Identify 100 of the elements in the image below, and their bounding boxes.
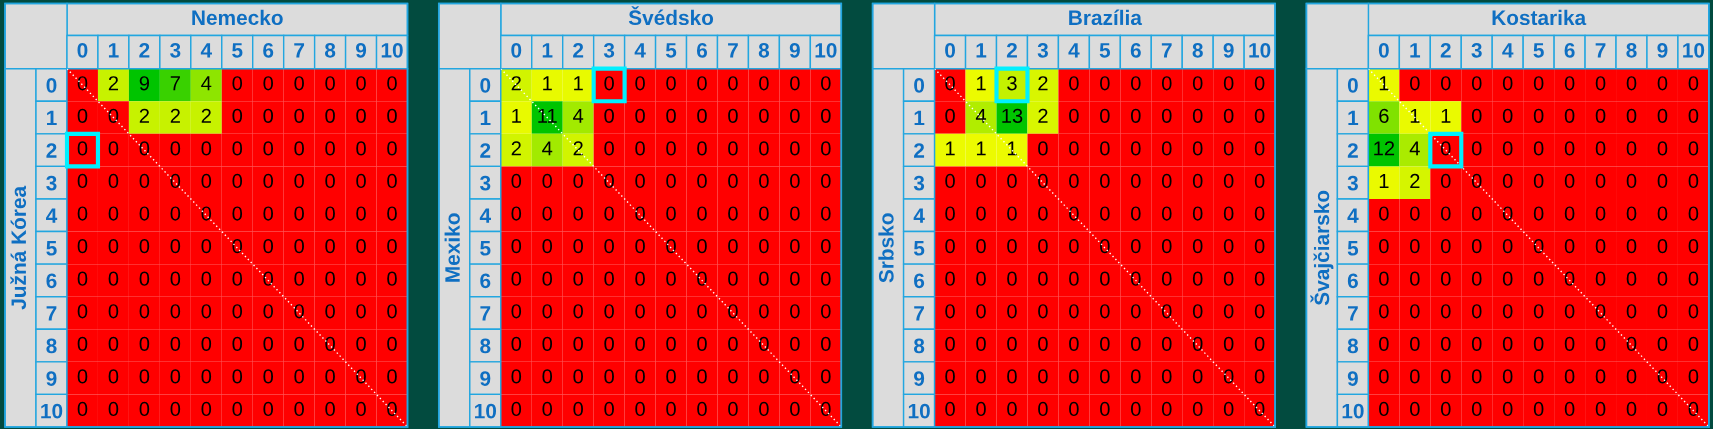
- data-label: 0: [1069, 369, 1079, 384]
- data-label: 0: [1626, 271, 1637, 286]
- x-tick-label: 0: [511, 42, 522, 58]
- data-label: 0: [1595, 336, 1606, 351]
- y-tick-label: 8: [46, 338, 57, 354]
- data-label: 0: [945, 206, 955, 221]
- data-label: 0: [1626, 239, 1637, 254]
- data-label: 0: [1100, 76, 1110, 91]
- x-tick-label: 1: [542, 43, 553, 58]
- data-label: 0: [511, 206, 522, 221]
- data-label: 0: [1440, 401, 1451, 417]
- data-label: 0: [604, 271, 614, 286]
- data-label: 0: [945, 76, 955, 91]
- data-label: 0: [108, 304, 119, 319]
- y-tick-label: 9: [914, 371, 925, 386]
- data-label: 0: [542, 271, 553, 286]
- data-label: 0: [697, 401, 707, 417]
- data-label: 0: [728, 206, 738, 221]
- data-label: 2: [201, 108, 211, 123]
- data-label: 0: [356, 206, 366, 221]
- data-label: 0: [1130, 271, 1141, 286]
- data-label: 0: [1471, 108, 1482, 123]
- data-label: 0: [1410, 401, 1420, 417]
- data-label: 0: [1440, 239, 1451, 254]
- data-label: 0: [232, 141, 243, 156]
- data-label: 0: [1564, 304, 1575, 319]
- x-tick-label: 9: [789, 42, 800, 58]
- data-label: 0: [666, 206, 676, 221]
- data-label: 0: [821, 239, 831, 254]
- data-label: 1: [1379, 76, 1389, 91]
- y-tick-label: 6: [914, 273, 925, 289]
- data-label: 0: [976, 271, 986, 286]
- data-label: 0: [170, 271, 181, 286]
- data-label: 0: [325, 173, 335, 189]
- x-tick-label: 3: [603, 42, 615, 58]
- data-label: 0: [697, 141, 707, 156]
- data-label: 0: [1564, 206, 1575, 221]
- data-label: 0: [1502, 108, 1513, 123]
- y-tick-label: 6: [46, 273, 57, 289]
- data-label: 0: [1502, 401, 1513, 417]
- data-label: 0: [1007, 369, 1017, 384]
- data-label: 0: [821, 173, 831, 189]
- data-label: 0: [1688, 401, 1699, 417]
- data-label: 0: [821, 401, 831, 417]
- data-label: 0: [263, 239, 274, 254]
- data-label: 0: [1657, 369, 1668, 384]
- data-label: 1: [976, 76, 986, 91]
- data-label: 0: [356, 239, 366, 254]
- x-tick-label: 2: [139, 42, 150, 58]
- data-label: 2: [1038, 108, 1048, 123]
- data-label: 0: [1130, 401, 1141, 417]
- data-label: 0: [201, 401, 212, 417]
- data-label: 1: [512, 108, 521, 123]
- data-label: 0: [77, 271, 88, 286]
- x-tick-label: 10: [815, 42, 837, 58]
- data-label: 0: [1130, 141, 1141, 156]
- x-tick-label: 8: [324, 42, 336, 58]
- data-label: 0: [790, 369, 800, 384]
- data-label: 0: [1626, 206, 1637, 221]
- data-label: 11: [538, 108, 557, 123]
- data-label: 0: [1192, 304, 1203, 319]
- data-label: 0: [201, 206, 212, 221]
- data-label: 0: [325, 108, 335, 123]
- data-label: 0: [1502, 271, 1513, 286]
- data-label: 0: [666, 336, 676, 351]
- data-label: 0: [1100, 173, 1110, 189]
- data-label: 0: [263, 206, 274, 221]
- data-label: 0: [1254, 401, 1265, 417]
- data-label: 0: [1502, 206, 1513, 221]
- data-label: 0: [1161, 304, 1172, 319]
- data-label: 0: [1069, 108, 1079, 123]
- data-label: 0: [263, 271, 274, 286]
- x-tick-label: 3: [1471, 42, 1482, 58]
- data-label: 0: [1688, 239, 1699, 254]
- y-tick-label: 5: [480, 241, 491, 256]
- x-tick-label: 5: [665, 43, 677, 58]
- data-label: 0: [1192, 141, 1203, 156]
- data-label: 0: [294, 239, 304, 254]
- data-label: 0: [976, 401, 986, 417]
- data-label: 0: [325, 304, 335, 319]
- data-label: 0: [945, 108, 955, 123]
- data-label: 0: [666, 108, 676, 123]
- data-label: 0: [263, 401, 274, 417]
- data-label: 0: [170, 141, 181, 156]
- data-label: 0: [387, 401, 397, 417]
- y-tick-label: 6: [480, 273, 491, 289]
- y-tick-label: 7: [1348, 306, 1358, 321]
- data-label: 0: [976, 173, 986, 189]
- y-axis-title: Srbsko: [878, 213, 894, 283]
- data-label: 0: [232, 108, 243, 123]
- data-label: 0: [1688, 369, 1699, 384]
- data-label: 0: [573, 369, 583, 384]
- x-tick-label: 7: [1161, 43, 1172, 58]
- data-label: 0: [1564, 76, 1575, 91]
- data-label: 0: [1379, 369, 1389, 384]
- y-tick-label: 3: [913, 175, 925, 191]
- data-label: 0: [139, 369, 150, 384]
- data-label: 0: [1192, 401, 1203, 417]
- data-label: 0: [1595, 271, 1606, 286]
- data-label: 0: [294, 108, 304, 123]
